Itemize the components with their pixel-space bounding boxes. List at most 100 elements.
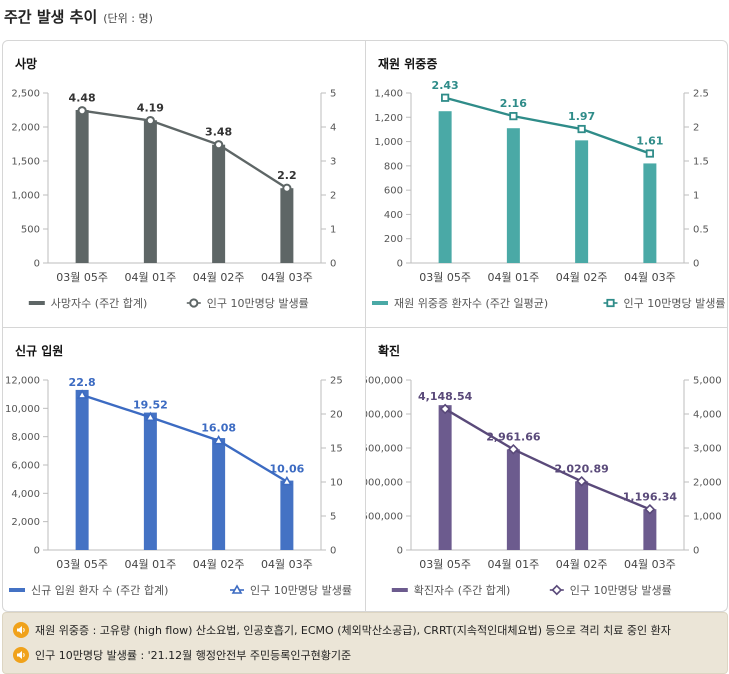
y2-tick-label: 5 (330, 512, 336, 523)
legend-bar-swatch (9, 588, 25, 592)
bar (280, 188, 294, 263)
y2-tick-label: 0 (693, 259, 699, 270)
line-point (508, 443, 519, 455)
x-tick-label: 04월 01주 (125, 271, 177, 284)
data-label: 4.48 (69, 92, 96, 105)
line-point (213, 435, 225, 445)
data-label: 1.97 (568, 110, 595, 123)
y-tick-label: 1,000 (374, 137, 403, 148)
line-point (214, 140, 224, 150)
data-label: 4.19 (137, 102, 164, 115)
x-tick-label: 03월 05주 (419, 558, 471, 571)
note-text: 인구 10만명당 발생률 : '21.12월 행정안전부 주민등록인구현황기준 (35, 649, 352, 662)
data-label: 2.16 (500, 97, 527, 110)
legend-label: 인구 10만명당 발생률 (250, 584, 352, 597)
y-tick-label: 0 (397, 259, 403, 270)
page-title: 주간 발생 추이 (4, 8, 98, 26)
y2-tick-label: 0 (330, 259, 336, 270)
rate-line (444, 96, 651, 155)
x-tick-label: 04월 02주 (193, 558, 245, 571)
data-label: 1.61 (636, 135, 663, 148)
line-point (606, 298, 615, 308)
line-point (576, 475, 587, 487)
data-label: 10.06 (269, 463, 304, 476)
y-tick-label: 1,400 (374, 89, 403, 100)
y2-tick-label: 2 (330, 191, 336, 202)
x-tick-label: 03월 05주 (56, 271, 108, 284)
legend-label: 인구 10만명당 발생률 (624, 297, 726, 310)
bar (438, 111, 452, 263)
chart-critical: 0 200 400 600 800 1,000 1,200 1,400 0 0.5 1 1.5 2 2.5… (372, 79, 726, 310)
x-tick-label: 04월 01주 (488, 271, 540, 284)
line-point (231, 584, 243, 594)
y-tick-label: 0 (34, 259, 40, 270)
y2-tick-label: 25 (330, 376, 343, 387)
y-tick-label: 2,000 (11, 123, 40, 134)
y-tick-label: 0 (34, 546, 40, 557)
y-tick-label: 4,000 (11, 489, 40, 500)
line-point (189, 298, 199, 308)
chart-confirmed: 0 500,000 1,000,000 1,500,000 2,000,000 2,500… (366, 376, 722, 598)
y-tick-label: 500 (21, 225, 40, 236)
page-header: 주간 발생 추이 (단위 : 명) (4, 6, 153, 32)
legend-label: 사망자수 (주간 합계) (51, 297, 148, 310)
y2-tick-label: 20 (330, 410, 343, 421)
bar (280, 480, 294, 550)
line-point (441, 93, 450, 102)
line-point (551, 584, 563, 596)
x-tick-label: 04월 03주 (261, 271, 313, 284)
speaker-icon (13, 647, 29, 663)
data-label: 1,196.34 (623, 490, 678, 503)
bar (212, 438, 226, 550)
rate-line (81, 393, 288, 483)
y2-tick-label: 1.5 (693, 157, 709, 168)
y-tick-label: 500,000 (366, 512, 403, 523)
legend-label: 인구 10만명당 발생률 (570, 584, 672, 597)
x-tick-label: 04월 01주 (488, 558, 540, 571)
y2-tick-label: 0.5 (693, 225, 709, 236)
bar (143, 120, 157, 263)
data-label: 4,148.54 (418, 390, 473, 403)
y-tick-label: 1,500 (11, 157, 40, 168)
bar (575, 140, 589, 263)
note-rate-definition: 인구 10만명당 발생률 : '21.12월 행정안전부 주민등록인구현황기준 (13, 647, 351, 663)
x-tick-label: 04월 02주 (556, 558, 608, 571)
y2-tick-label: 4,000 (693, 410, 722, 421)
data-label: 2.43 (432, 79, 459, 92)
rate-line (444, 407, 651, 511)
panel-confirmed: 확진 0 500,000 1,000,000 1,500,000 2,000,000 2,… (366, 328, 726, 611)
panel-title: 확진 (378, 344, 401, 358)
chart-deaths: 0 500 1,000 1,500 2,000 2,500 0 1 2 3 4 5 03월 05주 04월… (11, 89, 336, 311)
data-label: 2.2 (277, 169, 297, 182)
panel-admissions: 신규 입원 0 2,000 4,000 6,000 8,000 10,000 12,000 0… (3, 328, 363, 611)
data-label: 3.48 (205, 126, 232, 139)
line-point (281, 475, 293, 486)
rate-line (81, 109, 288, 190)
y2-tick-label: 1 (693, 191, 699, 202)
panel-critical: 재원 위중증 0 200 400 600 800 1,000 1,200 1,400 0 0.5 1… (366, 41, 726, 325)
bar (506, 128, 520, 263)
x-tick-label: 04월 01주 (125, 558, 177, 571)
y2-tick-label: 2.5 (693, 89, 709, 100)
y-tick-label: 10,000 (5, 404, 40, 415)
panel-title: 사망 (15, 57, 38, 71)
note-text: 재원 위중증 : 고유량 (high flow) 산소요법, 인공호흡기, EC… (35, 624, 671, 637)
y2-tick-label: 5,000 (693, 376, 722, 387)
charts-grid: 사망 0 500 1,000 1,500 2,000 2,500 0 1 2 3 4 5 03월 05주… (2, 40, 728, 612)
y2-tick-label: 0 (330, 546, 336, 557)
x-tick-label: 04월 03주 (624, 558, 676, 571)
legend-bar-swatch (28, 301, 45, 305)
line-point (509, 112, 518, 121)
vertical-divider (365, 41, 366, 611)
line-point (439, 403, 451, 415)
chart-admissions: 0 2,000 4,000 6,000 8,000 10,000 12,000 0 5 10 15 2… (5, 376, 352, 598)
line-point (577, 124, 586, 134)
data-label: 2,961.66 (486, 430, 541, 443)
y-tick-label: 1,000 (11, 191, 40, 202)
legend-label: 재원 위중증 환자수 (주간 일평균) (394, 296, 548, 310)
y2-tick-label: 3 (330, 157, 336, 168)
bar (506, 449, 520, 550)
panel-title: 신규 입원 (15, 344, 64, 358)
line-point (282, 183, 292, 193)
bar (75, 389, 89, 550)
